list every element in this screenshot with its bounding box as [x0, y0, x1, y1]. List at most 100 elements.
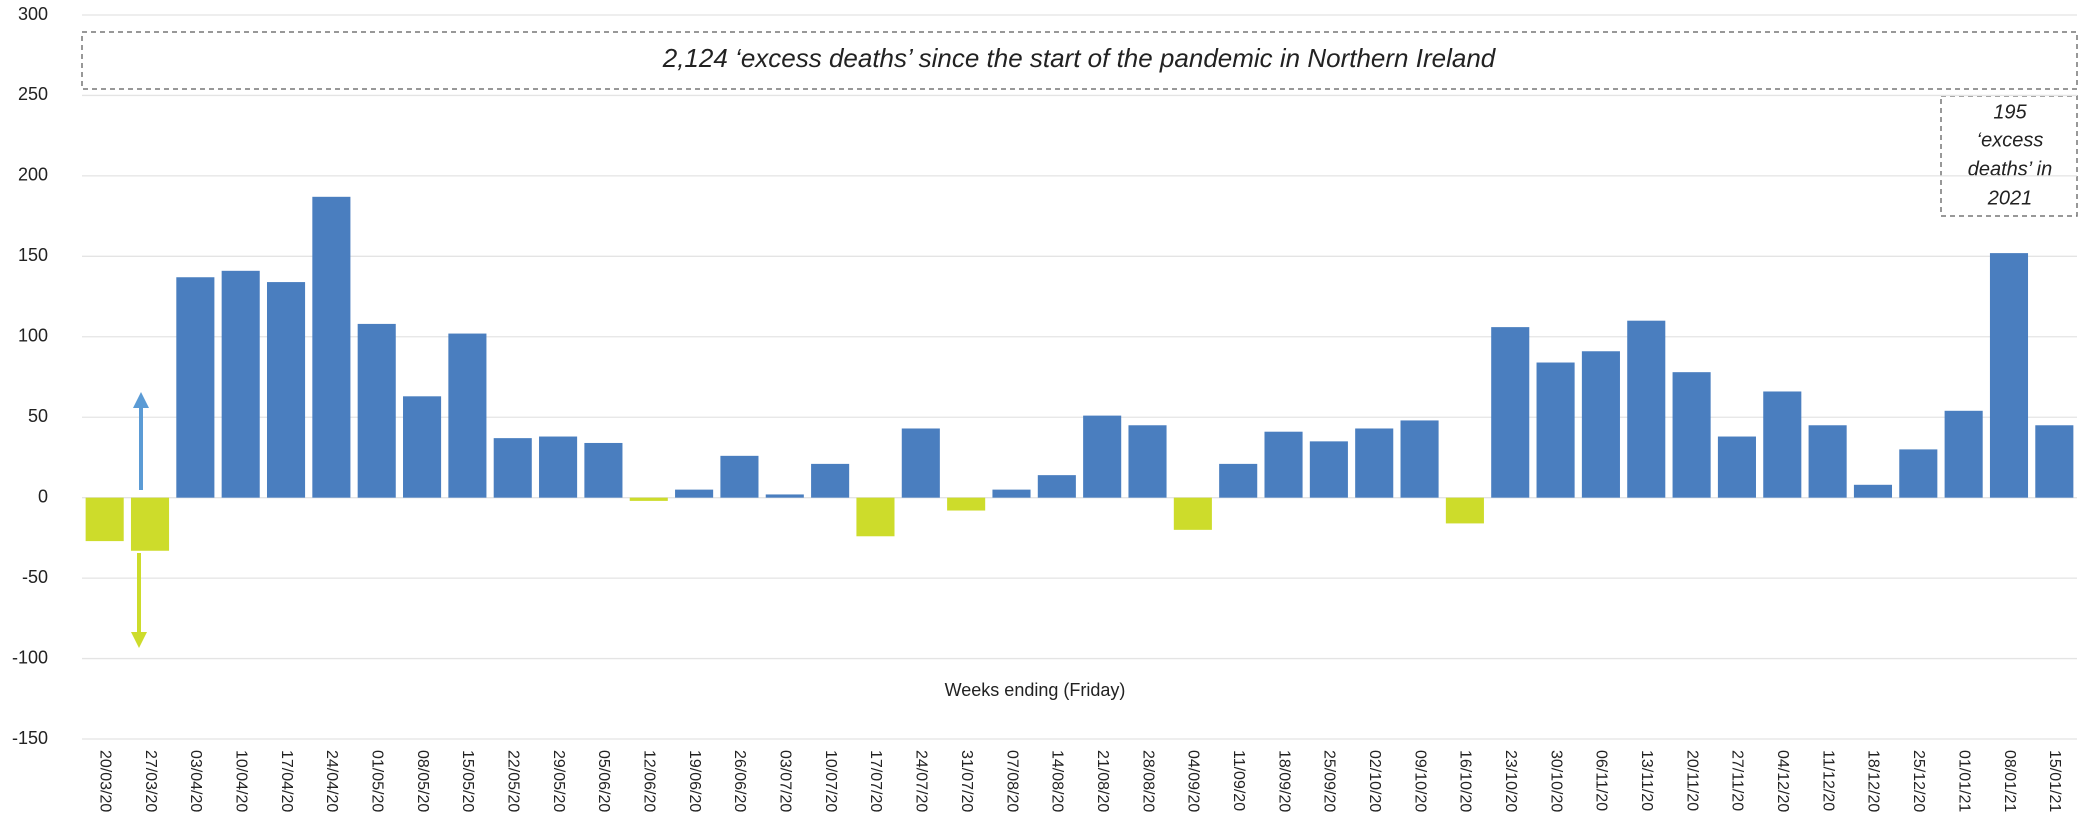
bar [811, 463, 850, 498]
bar [765, 494, 804, 498]
x-tick-label: 08/05/20 [414, 750, 431, 812]
bar [1763, 391, 1802, 498]
bar [1355, 428, 1394, 498]
x-tick-label: 12/06/20 [641, 750, 658, 812]
y-tick-label: -50 [22, 567, 48, 587]
y-tick-label: 100 [18, 326, 48, 346]
bar [1899, 449, 1938, 498]
y-tick-label: 150 [18, 245, 48, 265]
x-tick-label: 21/08/20 [1094, 750, 1111, 812]
x-tick-label: 17/04/20 [278, 750, 295, 812]
bar [1627, 320, 1666, 498]
annotation-line: deaths’ in [1968, 158, 2053, 180]
x-tick-label: 14/08/20 [1049, 750, 1066, 812]
bar [675, 489, 714, 498]
bar [539, 436, 578, 498]
x-tick-label: 24/07/20 [913, 750, 930, 812]
annotation-line: ‘excess [1977, 129, 2044, 151]
bar [1717, 436, 1756, 498]
annotation: 2,124 ‘excess deaths’ since the start of… [662, 43, 1497, 73]
bar [1309, 441, 1348, 498]
y-tick-label: 200 [18, 165, 48, 185]
x-tick-label: 10/04/20 [232, 750, 249, 812]
bar [901, 428, 940, 498]
y-tick-label: -150 [12, 728, 48, 748]
x-axis-label: Weeks ending (Friday) [945, 680, 1126, 700]
x-tick-label: 31/07/20 [958, 750, 975, 812]
bar [357, 323, 396, 498]
y-tick-label: 300 [18, 4, 48, 24]
bar [312, 196, 351, 498]
y-tick-label: 250 [18, 84, 48, 104]
x-tick-label: 25/09/20 [1321, 750, 1338, 812]
bar [1581, 351, 1620, 498]
x-tick-label: 04/12/20 [1774, 750, 1791, 812]
y-tick-label: 50 [28, 406, 48, 426]
bar [493, 438, 532, 498]
x-tick-label: 24/04/20 [323, 750, 340, 812]
x-tick-label: 09/10/20 [1411, 750, 1428, 812]
arrow-down [131, 553, 147, 648]
grid [82, 14, 2077, 740]
bar [856, 497, 895, 537]
x-tick-label: 20/11/20 [1683, 750, 1700, 811]
bar [1083, 415, 1122, 498]
bar [1219, 463, 1258, 498]
bar [720, 455, 759, 498]
bar [448, 333, 487, 498]
x-tick-label: 01/01/21 [1955, 750, 1972, 812]
bar [629, 497, 668, 501]
bar [992, 489, 1031, 498]
bar [1853, 484, 1893, 498]
bar [1173, 497, 1212, 530]
x-tick-label: 18/12/20 [1865, 750, 1882, 812]
x-tick-label: 20/03/20 [96, 750, 113, 812]
x-tick-label: 13/11/20 [1638, 750, 1655, 811]
bar [1944, 410, 1983, 498]
x-tick-label: 15/01/21 [2046, 750, 2063, 812]
x-tick-label: 29/05/20 [550, 750, 567, 812]
bars [85, 196, 2074, 551]
x-tick-label: 04/09/20 [1185, 750, 1202, 812]
x-tick-label: 28/08/20 [1139, 750, 1156, 812]
bar [1400, 420, 1439, 498]
x-tick-label: 18/09/20 [1275, 750, 1292, 812]
x-tick-label: 11/09/20 [1230, 750, 1247, 811]
bar [266, 282, 306, 498]
x-tick-label: 05/06/20 [595, 750, 612, 812]
x-tick-label: 23/10/20 [1502, 750, 1519, 812]
bar [1264, 431, 1303, 498]
x-tick-label: 07/08/20 [1003, 750, 1020, 812]
bar [221, 270, 260, 498]
bar [1672, 372, 1711, 498]
x-tick-label: 08/01/21 [2001, 750, 2018, 812]
arrow-up [133, 392, 149, 490]
x-tick-label: 01/05/20 [368, 750, 385, 812]
annotation-line: 195 [1993, 101, 2027, 123]
y-tick-label: -100 [12, 647, 48, 667]
x-tick-label: 06/11/20 [1593, 750, 1610, 811]
y-tick-label: 0 [38, 486, 48, 506]
bar [1808, 425, 1847, 498]
x-tick-label: 02/10/20 [1366, 750, 1383, 812]
annotation-line: 2021 [1987, 187, 2033, 209]
bar [1491, 327, 1530, 498]
bar [1445, 497, 1484, 524]
bar [1037, 475, 1076, 498]
x-tick-label: 27/11/20 [1729, 750, 1746, 811]
bar [584, 442, 623, 498]
x-tick-label: 03/07/20 [777, 750, 794, 812]
x-tick-label: 16/10/20 [1457, 750, 1474, 812]
annotation-box [1940, 95, 2078, 217]
bar [947, 497, 986, 511]
bar [1536, 362, 1575, 498]
bar [403, 396, 442, 498]
x-tick-label: 25/12/20 [1910, 750, 1927, 812]
x-tick-label: 15/05/20 [459, 750, 476, 812]
x-tick-label: 10/07/20 [822, 750, 839, 812]
x-tick-label: 19/06/20 [686, 750, 703, 812]
x-tick-label: 22/05/20 [505, 750, 522, 812]
bar [85, 497, 124, 542]
x-tick-label: 27/03/20 [142, 750, 159, 812]
